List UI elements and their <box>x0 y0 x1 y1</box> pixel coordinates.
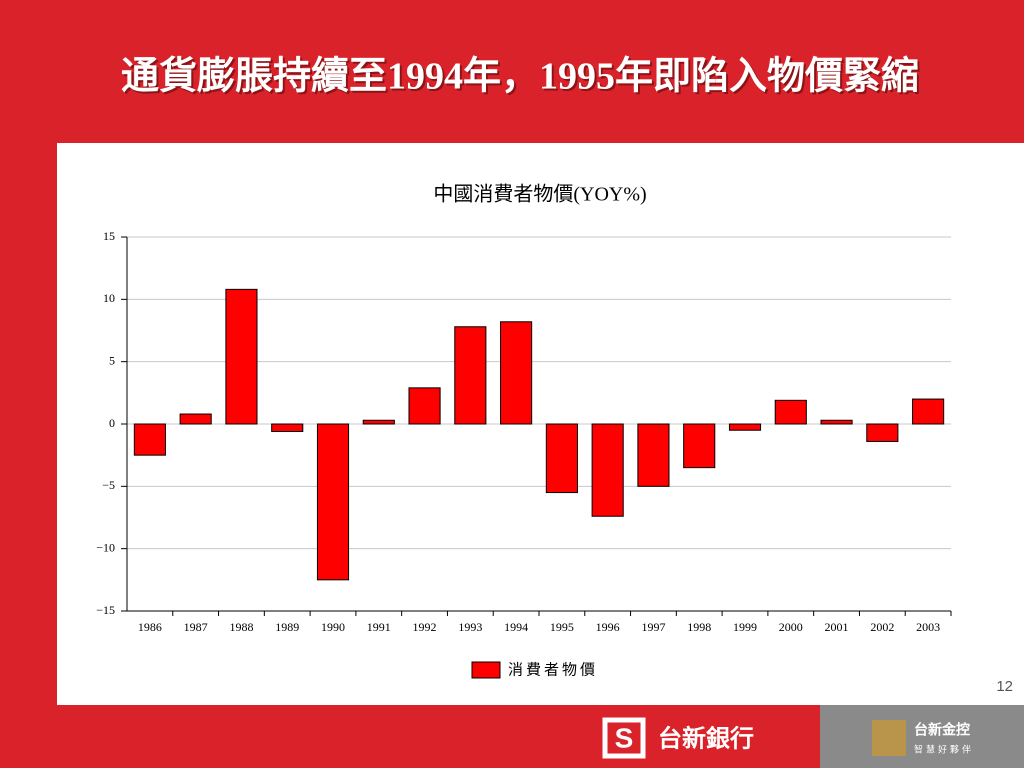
x-tick-label: 1996 <box>596 620 620 634</box>
x-tick-label: 1988 <box>229 620 253 634</box>
y-tick-label: −5 <box>102 478 115 492</box>
bar <box>133 423 166 456</box>
legend-swatch <box>471 661 501 679</box>
chart-title: 中國消費者物價(YOY%) <box>433 183 646 206</box>
title-shadow: 通貨膨脹持續至1994年，1995年即陷入物價緊縮 <box>123 58 921 100</box>
x-tick-label: 1997 <box>641 620 665 634</box>
bar <box>225 288 258 425</box>
x-tick-label: 2000 <box>779 620 803 634</box>
plot: −15 −10 −5 0 5 10 15 1986 1987 1988 1989 1990 1991 19… <box>96 229 952 679</box>
bank-logo: S <box>602 717 646 759</box>
x-tick-label: 2002 <box>870 620 894 634</box>
bar <box>912 398 945 425</box>
page-number: 12 <box>996 678 1013 695</box>
bank-name: 台新銀行 <box>658 724 754 752</box>
bar <box>866 423 899 442</box>
y-tick-label: 5 <box>109 353 115 367</box>
bar <box>545 423 578 494</box>
y-tick-label: 0 <box>109 416 115 430</box>
y-tick-label: 15 <box>103 229 115 243</box>
svg-text:S: S <box>615 722 634 753</box>
y-tick-label: −10 <box>96 540 115 554</box>
holding-logo <box>872 720 906 756</box>
y-tick-label: 10 <box>103 291 115 305</box>
x-tick-label: 1987 <box>184 620 208 634</box>
bar <box>637 423 670 487</box>
x-tick-label: 1998 <box>687 620 711 634</box>
x-tick-label: 1999 <box>733 620 757 634</box>
bar <box>820 419 853 425</box>
x-tick-label: 1992 <box>413 620 437 634</box>
x-tick-label: 1993 <box>458 620 482 634</box>
x-tick-label: 1995 <box>550 620 574 634</box>
slogan: 智慧好夥伴 <box>914 743 974 754</box>
x-tick-label: 1990 <box>321 620 345 634</box>
bar <box>500 321 533 425</box>
bar <box>683 423 716 469</box>
bar <box>362 419 395 425</box>
x-tick-label: 1989 <box>275 620 299 634</box>
y-tick-label: −15 <box>96 603 115 617</box>
x-tick-label: 1986 <box>138 620 162 634</box>
bar <box>591 423 624 517</box>
legend-label: 消費者物價 <box>508 661 598 678</box>
x-tick-label: 1994 <box>504 620 528 634</box>
bar <box>408 387 441 425</box>
x-tick-label: 2001 <box>825 620 849 634</box>
x-tick-label: 2003 <box>916 620 940 634</box>
bar <box>774 399 807 425</box>
bar <box>728 423 762 431</box>
x-tick-label: 1991 <box>367 620 391 634</box>
bar <box>271 423 304 432</box>
holding-name: 台新金控 <box>914 722 970 738</box>
slide-title: 通貨膨脹持續至1994年，1995年即陷入物價緊縮 <box>121 56 919 98</box>
bar <box>316 423 350 581</box>
bar <box>179 413 212 425</box>
bar <box>454 326 487 425</box>
footer-gray <box>820 705 1024 768</box>
